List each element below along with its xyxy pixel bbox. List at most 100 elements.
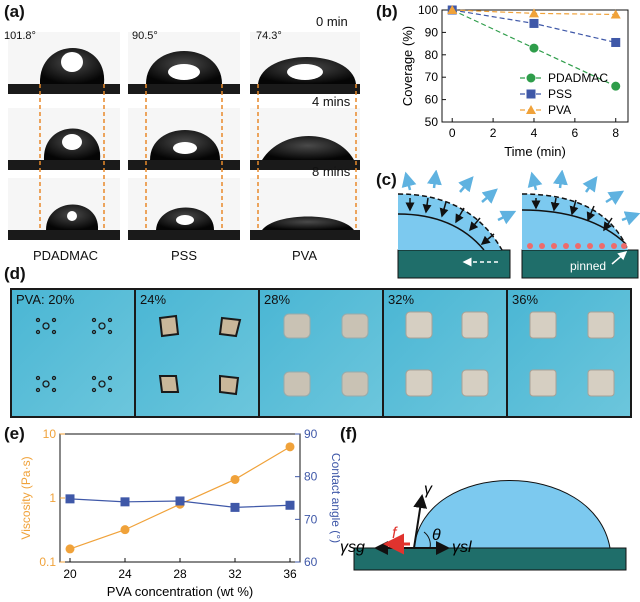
tile-label-24: 24% [140, 292, 167, 307]
x-tick-label: 2 [490, 126, 497, 140]
data-point-pss [611, 37, 621, 47]
substrate [8, 230, 120, 240]
data-point-right [285, 500, 295, 510]
tile-label-28: 28% [264, 292, 291, 307]
panel-label-b: (b) [376, 2, 398, 21]
y-tick-label-right: 80 [304, 470, 318, 484]
data-point-left [120, 525, 130, 535]
label-gamma-sg: γsg [340, 539, 365, 556]
x-tick-label: 6 [572, 126, 579, 140]
x-tick-label: 4 [531, 126, 538, 140]
viscosity-contact-angle-chart: 20 24 28 32 36 0.1 1 10 60 70 80 90 PVA concentrati… [19, 427, 340, 599]
label-gamma-sl: γsl [452, 539, 472, 556]
y-tick-label-left: 1 [49, 491, 56, 505]
series-markers [65, 442, 295, 554]
time-4: 4 mins [312, 94, 351, 109]
substrate [8, 160, 120, 170]
angle-pva: 74.3° [256, 30, 282, 42]
data-point-pdadmac [529, 43, 539, 53]
label-friction: f [392, 525, 398, 542]
y-axis-label-left: Viscosity (Pa·s) [19, 456, 33, 539]
x-axis-label: PVA concentration (wt %) [107, 584, 253, 599]
droplet [262, 216, 354, 230]
plot-frame [441, 9, 629, 123]
printed-patterns [10, 288, 632, 418]
panel-label-f: (f) [340, 424, 357, 443]
legend-marker [526, 105, 536, 114]
data-point-right [230, 502, 240, 512]
y-tick-label: 60 [425, 93, 439, 107]
droplet-photos [8, 32, 360, 240]
y-tick-label-left: 0.1 [39, 555, 56, 569]
axis-ticks: 20 24 28 32 36 0.1 1 10 60 70 80 90 [39, 427, 317, 581]
coverage-chart: 0 2 4 6 8 50 60 70 80 90 100 PDADMAC PSS PVA Time (m… [400, 3, 629, 159]
y-tick-label-left: 10 [43, 427, 57, 441]
y-tick-label-right: 70 [304, 512, 318, 526]
panel-label-d: (d) [4, 264, 26, 283]
substrate-left [397, 249, 511, 279]
substrate [128, 160, 240, 170]
data-point-pdadmac [611, 81, 621, 91]
droplet-left [398, 194, 502, 250]
substrate [250, 160, 360, 170]
label-gamma: γ [424, 481, 433, 498]
tile-label-36: 36% [512, 292, 539, 307]
x-tick-label: 8 [612, 126, 619, 140]
data-point-right [65, 494, 75, 504]
pattern-24 [158, 314, 242, 396]
panel-label-e: (e) [4, 424, 25, 443]
legend-marker [526, 73, 536, 83]
label-theta: θ [432, 527, 441, 544]
substrate [250, 84, 360, 94]
y-axis-label-right: Contact angle (°) [329, 453, 340, 543]
data-point-pss [529, 18, 539, 28]
y-tick-label: 70 [425, 70, 439, 84]
pinned-label: pinned [570, 259, 606, 273]
pinning-points [527, 243, 627, 249]
y-tick-label-right: 90 [304, 427, 318, 441]
y-axis-label: Coverage (%) [400, 26, 415, 106]
legend: PDADMAC PSS PVA [520, 71, 608, 117]
pattern-32 [405, 311, 489, 397]
panel-label-a: (a) [4, 2, 25, 21]
y-tick-label: 90 [425, 25, 439, 39]
droplet [262, 136, 354, 160]
data-point-left [230, 474, 240, 484]
droplet-right [522, 194, 628, 250]
schematic-c: pinned [397, 170, 640, 279]
x-tick-label: 24 [118, 567, 132, 581]
sample-pdadmac: PDADMAC [33, 248, 99, 263]
y-tick-label: 80 [425, 48, 439, 62]
sample-pva: PVA [292, 248, 318, 263]
substrate [128, 84, 240, 94]
substrate [250, 230, 360, 240]
y-tick-label: 50 [425, 115, 439, 129]
substrate [128, 230, 240, 240]
data-point-left [65, 544, 75, 554]
y-tick-label: 100 [418, 3, 438, 17]
axis-ticks: 0 2 4 6 8 50 60 70 80 90 100 [418, 3, 619, 140]
pattern-36 [529, 311, 615, 397]
panel-label-c: (c) [376, 170, 397, 189]
x-tick-label: 0 [449, 126, 456, 140]
data-point-pva [528, 8, 539, 18]
substrate [353, 547, 627, 571]
data-point-right [175, 496, 185, 506]
data-point-pva [610, 9, 621, 19]
data-point-right [120, 497, 130, 507]
pattern-28 [283, 313, 369, 397]
legend-label: PDADMAC [548, 71, 608, 85]
series-markers [447, 5, 621, 91]
legend-label: PSS [548, 87, 572, 101]
time-8: 8 mins [312, 164, 351, 179]
x-tick-label: 28 [173, 567, 187, 581]
droplet [413, 480, 611, 549]
angle-pdadmac: 101.8° [4, 30, 36, 42]
pattern-20 [35, 317, 113, 393]
tile-label-20: PVA: 20% [16, 292, 75, 307]
force-balance-diagram: γ θ γsl γsg f [340, 480, 627, 571]
tile-label-32: 32% [388, 292, 415, 307]
y-tick-label-right: 60 [304, 555, 318, 569]
angle-pss: 90.5° [132, 30, 158, 42]
x-tick-label: 20 [63, 567, 77, 581]
